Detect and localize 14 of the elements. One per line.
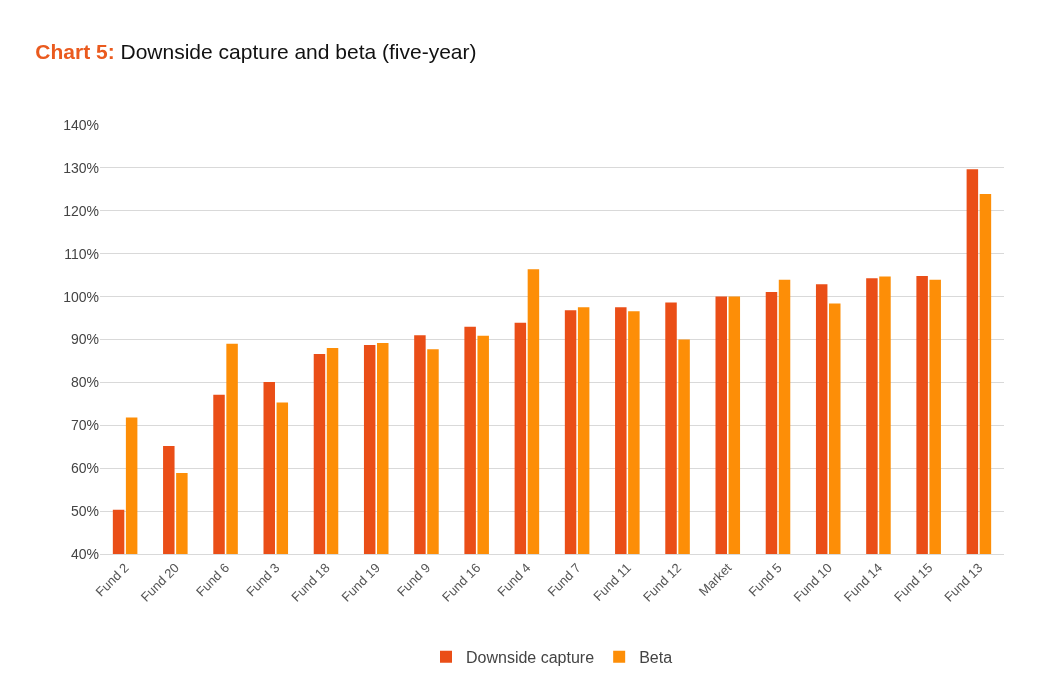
y-tick-label: 80% <box>70 374 99 391</box>
legend-label: Downside capture <box>466 648 595 666</box>
y-tick-label: 90% <box>70 331 99 348</box>
y-tick-label: 60% <box>70 460 99 477</box>
chart-title: Chart 5: Downside capture and beta (five-year) <box>35 40 477 64</box>
y-tick-label: 40% <box>70 545 99 562</box>
y-tick-label: 100% <box>63 288 99 305</box>
y-tick-label: 120% <box>63 202 99 219</box>
y-tick-label: 70% <box>70 417 99 434</box>
y-tick-label: 50% <box>70 503 99 519</box>
y-tick-label: 110% <box>64 245 99 262</box>
y-tick-label: 140% <box>63 116 99 133</box>
legend-label: Beta <box>639 648 673 666</box>
y-tick-label: 130% <box>63 159 99 176</box>
